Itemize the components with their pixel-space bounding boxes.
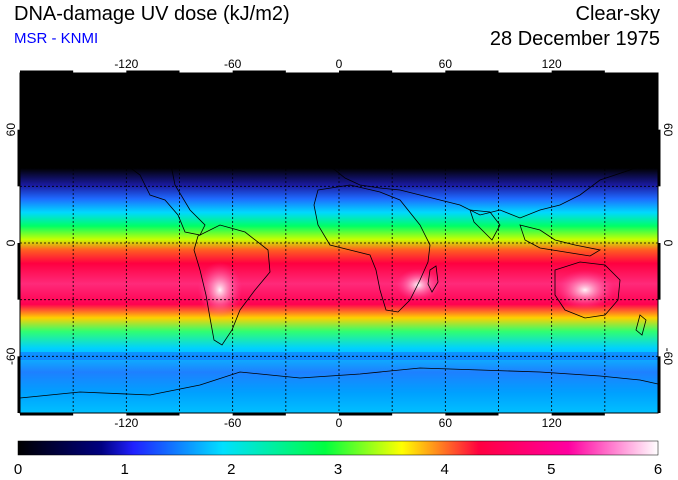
- x-tick-label: 120: [542, 57, 562, 71]
- hotspot-australia: [555, 270, 615, 310]
- x-tick-labels-top: -120 -60 0 60 120: [114, 57, 562, 71]
- y-tick-label: 0: [661, 240, 675, 247]
- x-tick-label: -120: [114, 416, 138, 430]
- coastline-new-zealand: [635, 314, 647, 336]
- sky-condition-label: Clear-sky: [575, 3, 660, 25]
- x-tick-label: 0: [336, 57, 343, 71]
- x-tick-label: -120: [114, 57, 138, 71]
- hotspot-southern-africa: [396, 269, 440, 301]
- colorbar-label: 0: [14, 461, 22, 478]
- colorbar-label: 4: [440, 461, 448, 478]
- map-title: DNA-damage UV dose (kJ/m2): [14, 3, 290, 25]
- coastline-madagascar: [427, 265, 439, 293]
- coastline-antarctica: [20, 367, 658, 399]
- y-tick-labels-right: 60 0 -60: [661, 123, 675, 365]
- x-tick-label: 60: [439, 57, 453, 71]
- coastline-india: [469, 209, 501, 241]
- coastline-south-america: [193, 224, 271, 346]
- x-tick-label: -60: [224, 57, 242, 71]
- y-tick-label: 60: [4, 123, 18, 137]
- hotspot-south-america: [198, 262, 242, 318]
- colorbar-label: 6: [654, 461, 662, 478]
- lat-lon-grid: [20, 73, 658, 413]
- y-tick-label: -60: [4, 347, 18, 365]
- colorbar-label: 5: [547, 461, 555, 478]
- x-tick-labels-bottom: -120 -60 0 60 120: [114, 416, 562, 430]
- y-tick-labels-left: 60 0 -60: [4, 123, 18, 365]
- coastline-eurasia: [319, 114, 651, 219]
- coastline-africa: [313, 184, 431, 313]
- y-tick-label: 60: [661, 123, 675, 137]
- x-tick-label: 120: [542, 416, 562, 430]
- coastline-australia: [554, 261, 621, 319]
- x-tick-label: 60: [439, 416, 453, 430]
- y-tick-label: 0: [4, 239, 18, 246]
- colorbar-labels: 0 1 2 3 4 5 6: [14, 461, 662, 478]
- colorbar-label: 1: [120, 461, 128, 478]
- date-label: 28 December 1975: [489, 28, 660, 50]
- coastline-indonesia: [519, 224, 602, 257]
- colorbar-label: 3: [334, 461, 342, 478]
- map-subtitle: MSR - KNMI: [14, 30, 99, 47]
- colorbar-label: 2: [227, 461, 235, 478]
- x-tick-label: -60: [224, 416, 242, 430]
- colorbar: [17, 440, 659, 456]
- map-frame-dashes: [17, 70, 661, 416]
- y-tick-label: -60: [661, 348, 675, 366]
- x-tick-label: 0: [336, 416, 343, 430]
